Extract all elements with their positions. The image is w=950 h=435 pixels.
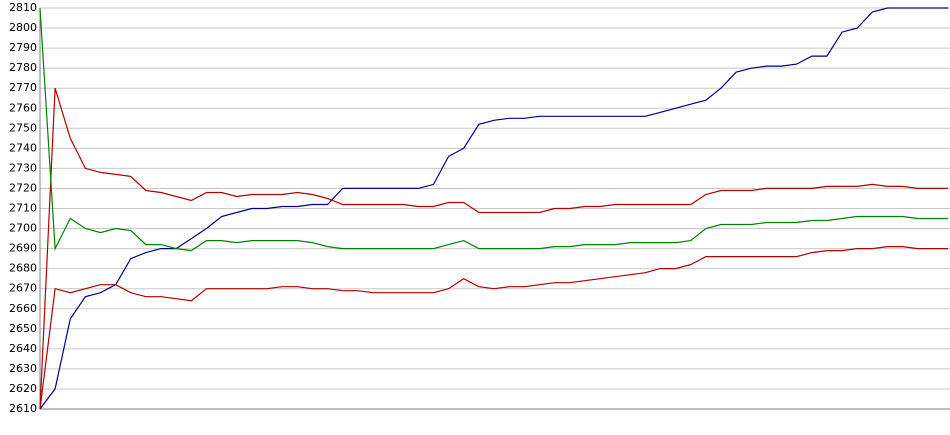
data-line (39, 7, 948, 410)
y-tick-label: 2650 (9, 322, 37, 335)
y-tick-label: 2620 (9, 382, 37, 395)
y-tick-label: 2630 (9, 362, 37, 375)
y-tick-label: 2710 (9, 202, 37, 215)
y-tick-label: 2660 (9, 302, 37, 315)
y-tick-label: 2610 (9, 402, 37, 415)
y-tick-label: 2750 (9, 121, 37, 134)
y-tick-label: 2740 (9, 141, 37, 154)
data-line (39, 246, 948, 410)
y-tick-label: 2760 (9, 101, 37, 114)
y-tick-label: 2670 (9, 282, 37, 295)
y-tick-label: 2790 (9, 41, 37, 54)
y-tick-label: 2810 (9, 1, 37, 14)
data-line (39, 7, 948, 252)
y-tick-label: 2690 (9, 242, 37, 255)
y-tick-label: 2730 (9, 161, 37, 174)
y-tick-label: 2780 (9, 61, 37, 74)
y-tick-label: 2800 (9, 21, 37, 34)
y-tick-label: 2720 (9, 181, 37, 194)
y-tick-label: 2680 (9, 262, 37, 275)
data-line (39, 88, 948, 410)
y-tick-label: 2700 (9, 222, 37, 235)
y-tick-label: 2640 (9, 342, 37, 355)
y-tick-label: 2770 (9, 81, 37, 94)
